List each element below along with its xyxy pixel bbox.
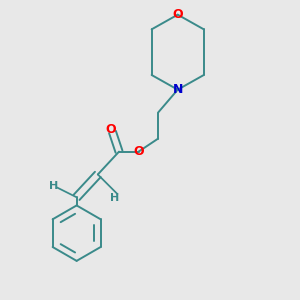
Text: H: H bbox=[110, 193, 119, 203]
Text: O: O bbox=[172, 8, 183, 21]
Text: O: O bbox=[106, 123, 116, 136]
Text: N: N bbox=[172, 83, 183, 96]
Text: O: O bbox=[133, 145, 144, 158]
Text: H: H bbox=[49, 181, 58, 191]
